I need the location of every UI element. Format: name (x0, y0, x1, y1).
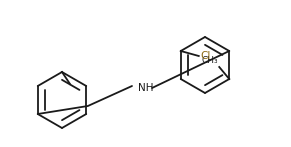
Text: NH: NH (138, 83, 153, 93)
Text: CH₃: CH₃ (202, 56, 218, 65)
Text: Cl: Cl (201, 51, 211, 61)
